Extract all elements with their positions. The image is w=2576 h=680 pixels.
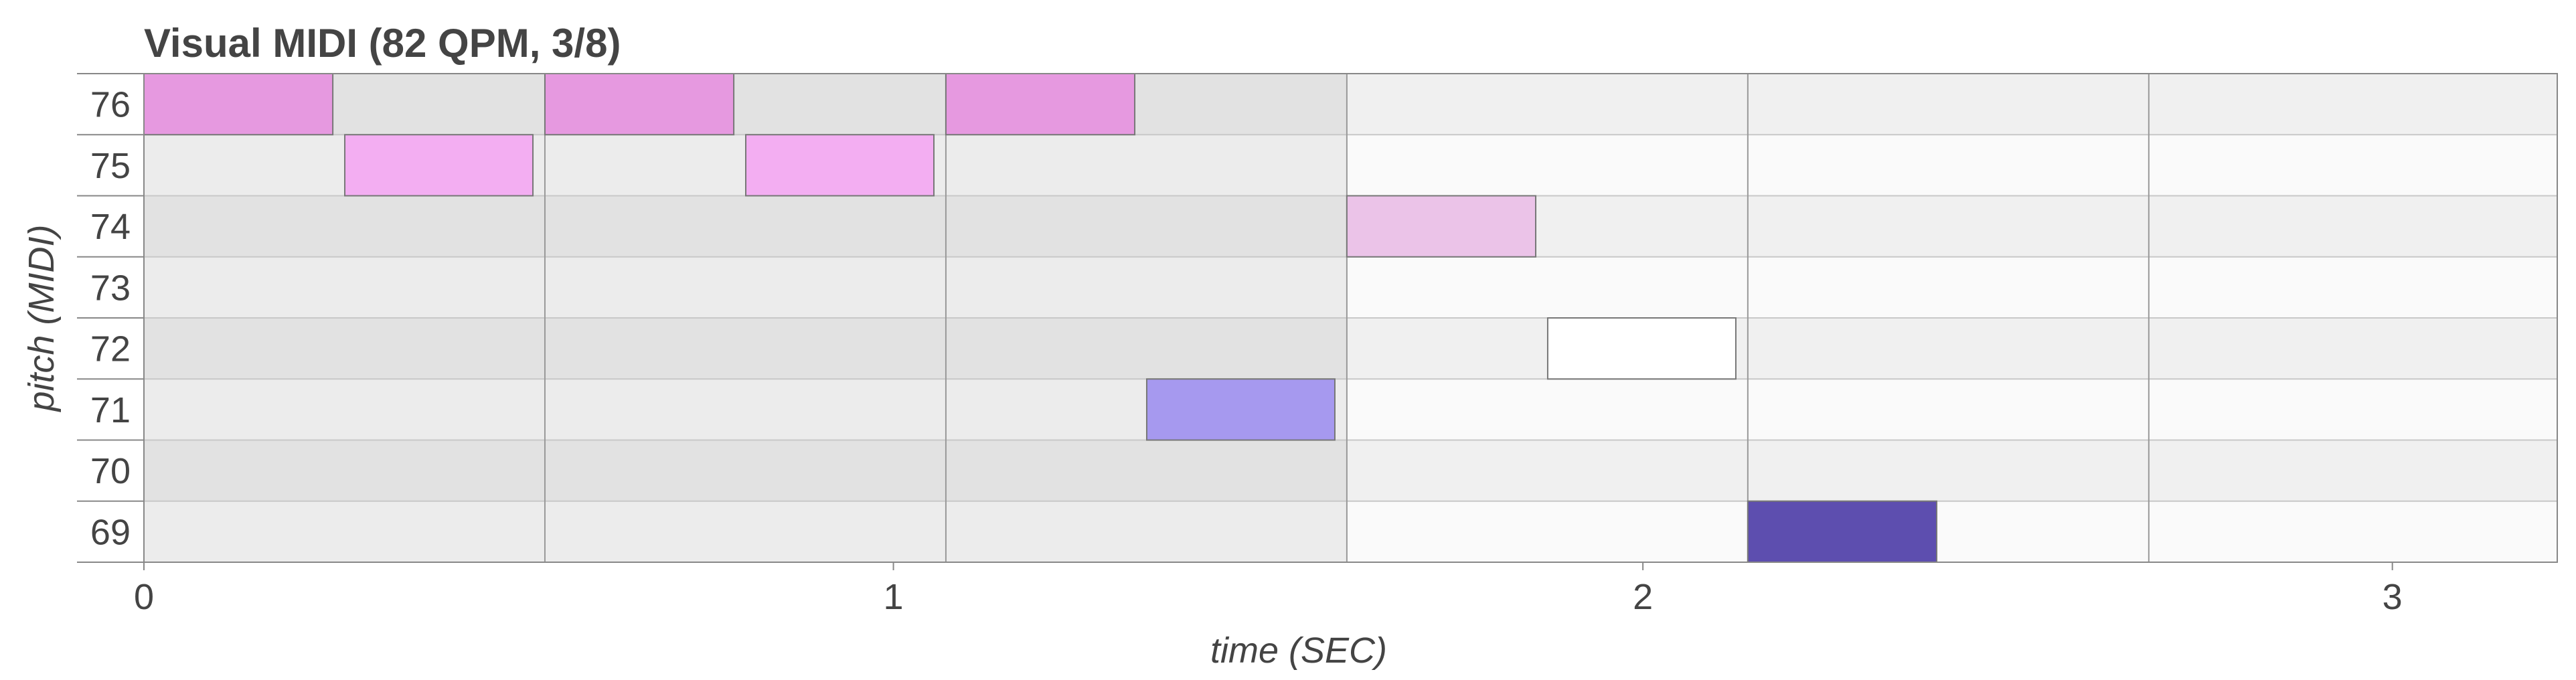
x-tick-labels: 0 1 2 3 <box>134 562 2403 617</box>
row-bg-shaded-73 <box>144 256 1347 318</box>
row-bg-shaded-74 <box>144 195 1347 257</box>
y-tick-label-75: 75 <box>90 146 131 186</box>
y-tick-label-72: 72 <box>90 329 131 369</box>
note-1 <box>344 134 534 197</box>
row-bg-70 <box>1346 440 2557 501</box>
note-2 <box>544 73 735 136</box>
row-bg-69 <box>1346 501 2557 562</box>
y-tick-label-73: 73 <box>90 268 131 308</box>
note-3 <box>745 134 935 197</box>
row-bg-71 <box>1346 379 2557 440</box>
y-tick-label-71: 71 <box>90 390 131 430</box>
y-tick-labels: 69 70 71 72 73 74 75 76 <box>77 73 144 552</box>
note-4 <box>945 73 1136 136</box>
note-7 <box>1546 317 1737 380</box>
note-5 <box>1145 378 1336 441</box>
chart-title: Visual MIDI (82 QPM, 3/8) <box>144 21 621 66</box>
x-axis-label: time (SEC) <box>1210 630 1387 671</box>
y-tick-label-76: 76 <box>90 85 131 125</box>
row-bg-shaded-72 <box>144 318 1347 379</box>
note-6 <box>1346 195 1537 258</box>
note-blocks <box>143 73 1938 563</box>
row-bg-74 <box>1346 195 2557 257</box>
y-tick-label-74: 74 <box>90 207 131 247</box>
row-bg-75 <box>1346 135 2557 196</box>
row-bg-76 <box>1346 74 2557 135</box>
x-tick-label-3: 3 <box>2383 577 2403 617</box>
x-tick-label-0: 0 <box>134 577 154 617</box>
row-bg-shaded-69 <box>144 501 1347 562</box>
x-tick-label-1: 1 <box>884 577 904 617</box>
row-bg-72 <box>1346 318 2557 379</box>
row-bg-73 <box>1346 256 2557 318</box>
row-bg-shaded-76 <box>144 74 1347 135</box>
note-8 <box>1747 500 1938 563</box>
y-tick-label-70: 70 <box>90 451 131 491</box>
y-tick-label-69: 69 <box>90 512 131 552</box>
row-bg-shaded-70 <box>144 440 1347 501</box>
note-0 <box>143 73 334 136</box>
y-axis-label: pitch (MIDI) <box>21 224 62 412</box>
x-tick-label-2: 2 <box>1633 577 1653 617</box>
